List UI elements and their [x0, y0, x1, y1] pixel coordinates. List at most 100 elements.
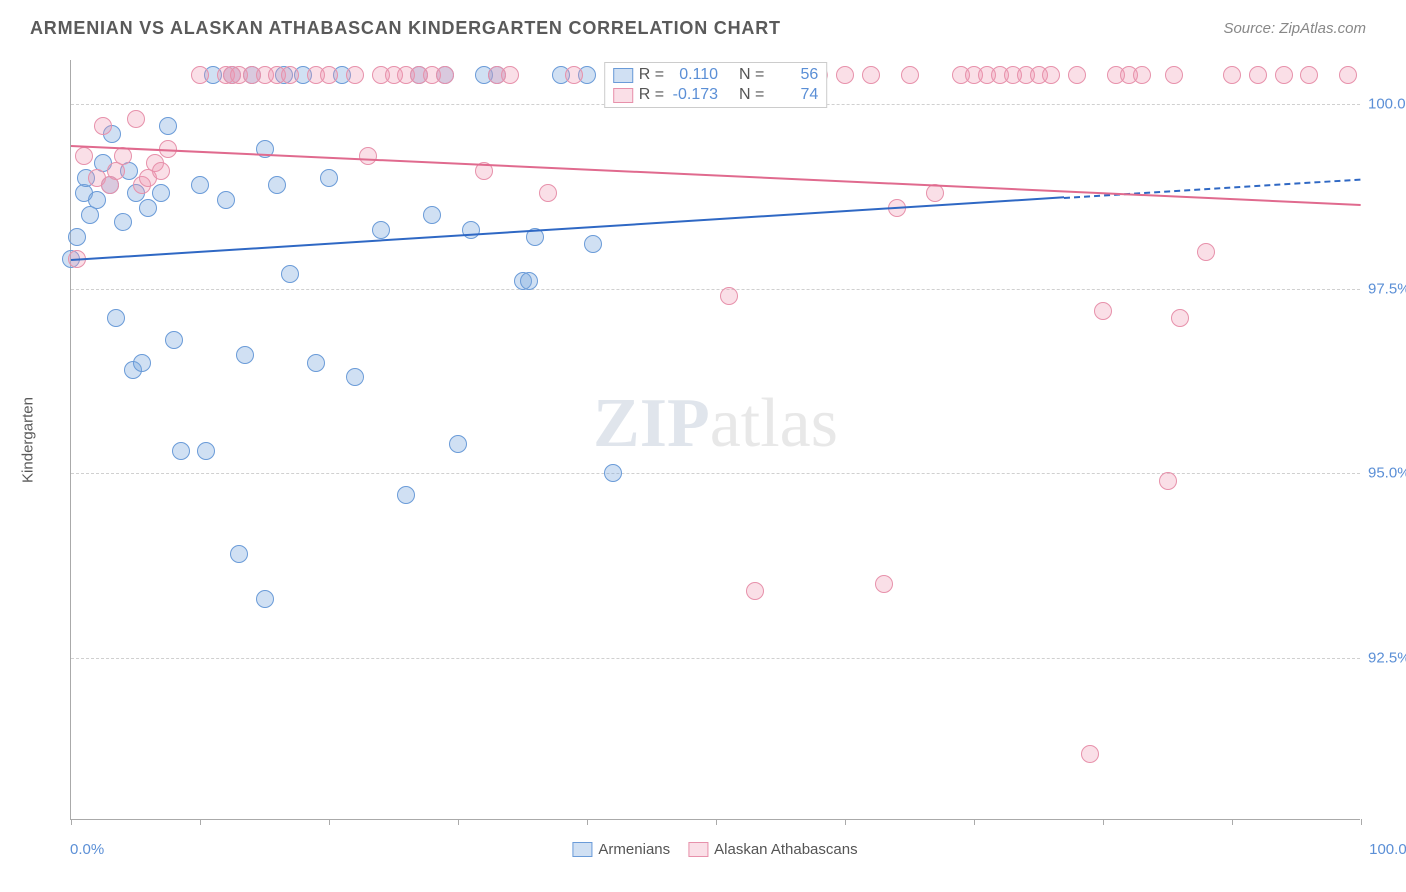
data-point [346, 368, 364, 386]
data-point [281, 66, 299, 84]
data-point [1275, 66, 1293, 84]
x-tick [716, 819, 717, 825]
data-point [346, 66, 364, 84]
swatch-armenians-icon [613, 68, 633, 83]
data-point [539, 184, 557, 202]
data-point [1197, 243, 1215, 261]
x-tick [1103, 819, 1104, 825]
data-point [836, 66, 854, 84]
watermark: ZIPatlas [593, 384, 838, 464]
data-point [1300, 66, 1318, 84]
series-legend: Armenians Alaskan Athabascans [572, 841, 857, 858]
data-point [1133, 66, 1151, 84]
data-point [584, 235, 602, 253]
legend-item-armenians: Armenians [572, 841, 670, 858]
y-tick-label: 95.0% [1368, 465, 1406, 482]
data-point [604, 464, 622, 482]
data-point [449, 435, 467, 453]
x-tick [845, 819, 846, 825]
data-point [1249, 66, 1267, 84]
source-citation: Source: ZipAtlas.com [1223, 20, 1366, 37]
x-axis-min-label: 0.0% [70, 841, 104, 858]
data-point [139, 199, 157, 217]
gridline [71, 289, 1360, 290]
chart-title: ARMENIAN VS ALASKAN ATHABASCAN KINDERGAR… [30, 18, 781, 39]
data-point [862, 66, 880, 84]
data-point [1165, 66, 1183, 84]
data-point [152, 184, 170, 202]
data-point [1223, 66, 1241, 84]
x-tick [329, 819, 330, 825]
legend-label: Alaskan Athabascans [714, 841, 857, 858]
data-point [1159, 472, 1177, 490]
data-point [359, 147, 377, 165]
x-tick [974, 819, 975, 825]
data-point [133, 354, 151, 372]
data-point [114, 213, 132, 231]
data-point [94, 117, 112, 135]
x-tick [1232, 819, 1233, 825]
data-point [320, 66, 338, 84]
gridline [71, 658, 1360, 659]
data-point [1042, 66, 1060, 84]
data-point [901, 66, 919, 84]
chart-area: ZIPatlas R = 0.110 N = 56 R = -0.173 N =… [70, 60, 1360, 820]
data-point [197, 442, 215, 460]
data-point [307, 354, 325, 372]
data-point [256, 590, 274, 608]
x-tick [200, 819, 201, 825]
data-point [191, 66, 209, 84]
swatch-armenians-icon [572, 842, 592, 857]
data-point [152, 162, 170, 180]
data-point [191, 176, 209, 194]
data-point [372, 221, 390, 239]
x-tick [587, 819, 588, 825]
trend-line [1064, 178, 1361, 198]
data-point [107, 309, 125, 327]
data-point [230, 545, 248, 563]
data-point [397, 486, 415, 504]
data-point [423, 206, 441, 224]
y-tick-label: 100.0% [1368, 96, 1406, 113]
data-point [88, 191, 106, 209]
data-point [1094, 302, 1112, 320]
data-point [75, 147, 93, 165]
data-point [1339, 66, 1357, 84]
x-tick [71, 819, 72, 825]
stats-legend: R = 0.110 N = 56 R = -0.173 N = 74 [604, 62, 828, 108]
data-point [127, 110, 145, 128]
swatch-alaskan-icon [613, 88, 633, 103]
data-point [172, 442, 190, 460]
data-point [1068, 66, 1086, 84]
y-tick-label: 97.5% [1368, 280, 1406, 297]
data-point [68, 228, 86, 246]
stats-row-alaskan: R = -0.173 N = 74 [613, 85, 819, 105]
data-point [720, 287, 738, 305]
y-tick-label: 92.5% [1368, 649, 1406, 666]
data-point [875, 575, 893, 593]
data-point [746, 582, 764, 600]
data-point [217, 191, 235, 209]
data-point [1081, 745, 1099, 763]
data-point [520, 272, 538, 290]
trend-line [71, 145, 1361, 206]
data-point [165, 331, 183, 349]
data-point [436, 66, 454, 84]
data-point [320, 169, 338, 187]
data-point [1171, 309, 1189, 327]
data-point [501, 66, 519, 84]
x-axis-max-label: 100.0% [1369, 841, 1406, 858]
legend-label: Armenians [598, 841, 670, 858]
stats-row-armenians: R = 0.110 N = 56 [613, 65, 819, 85]
data-point [565, 66, 583, 84]
x-tick [1361, 819, 1362, 825]
data-point [159, 117, 177, 135]
legend-item-alaskan: Alaskan Athabascans [688, 841, 857, 858]
data-point [236, 346, 254, 364]
scatter-plot: ZIPatlas R = 0.110 N = 56 R = -0.173 N =… [70, 60, 1360, 820]
x-tick [458, 819, 459, 825]
data-point [281, 265, 299, 283]
data-point [268, 176, 286, 194]
swatch-alaskan-icon [688, 842, 708, 857]
y-axis-label: Kindergarten [20, 397, 37, 483]
